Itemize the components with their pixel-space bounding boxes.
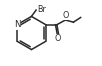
Text: O: O — [62, 11, 69, 20]
Text: Br: Br — [37, 5, 46, 14]
Text: N: N — [14, 20, 20, 29]
Text: O: O — [55, 35, 61, 43]
